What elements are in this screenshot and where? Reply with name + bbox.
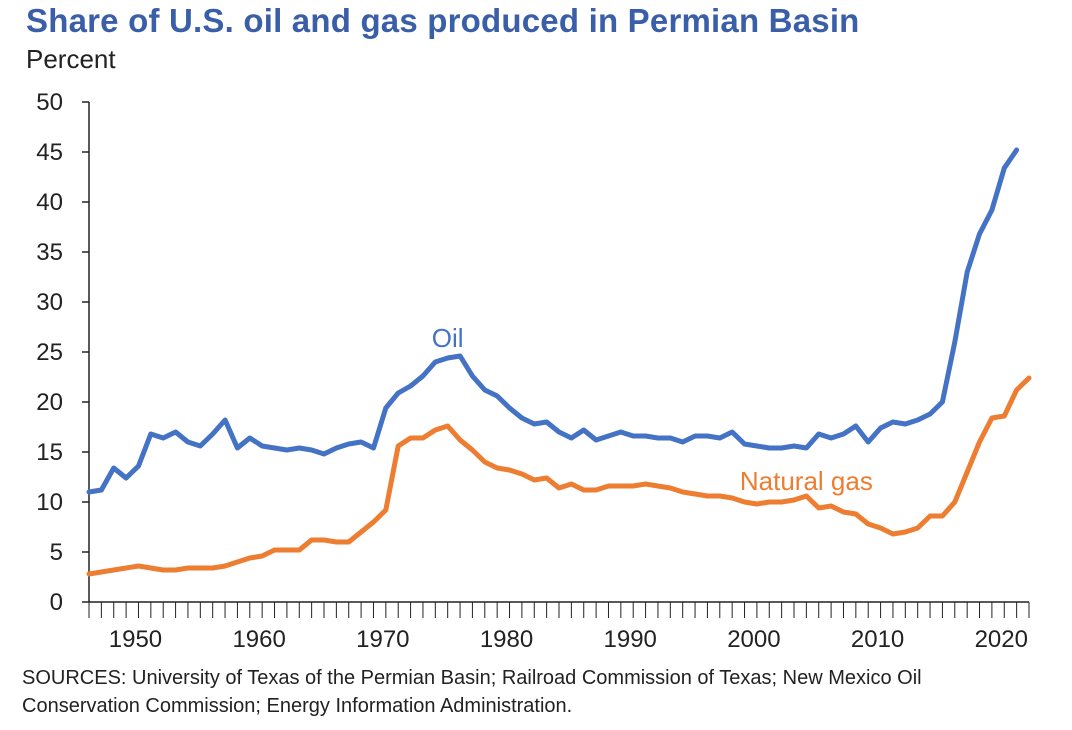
x-tick: 1980 xyxy=(480,626,533,653)
y-tick-label: 5 xyxy=(50,539,63,566)
y-tick-label: 15 xyxy=(36,439,63,466)
natural-gas-series-line xyxy=(86,375,1032,577)
y-tick: 20 xyxy=(36,389,89,416)
x-tick: 1950 xyxy=(109,626,162,653)
chart-annotations: Oil Natural gas xyxy=(432,323,873,496)
y-tick-label: 45 xyxy=(36,139,63,166)
chart-series xyxy=(86,147,1032,577)
y-tick-label: 40 xyxy=(36,189,63,216)
y-tick: 25 xyxy=(36,339,89,366)
x-tick-label: 1970 xyxy=(356,626,409,653)
x-tick-label: 1990 xyxy=(604,626,657,653)
x-tick: 2000 xyxy=(727,626,780,653)
y-tick-label: 30 xyxy=(36,289,63,316)
natural-gas-series-label: Natural gas xyxy=(740,466,873,496)
y-tick: 30 xyxy=(36,289,89,316)
y-tick-label: 25 xyxy=(36,339,63,366)
y-tick: 0 xyxy=(50,589,89,616)
chart-axes: 0 5 10 15 20 25 30 35 40 45 50 1950 1960 1970 1980 1990… xyxy=(36,89,1030,653)
x-tick: 1970 xyxy=(356,626,409,653)
y-tick-label: 0 xyxy=(50,589,63,616)
x-tick: 2020 xyxy=(975,626,1028,653)
x-tick-label: 1950 xyxy=(109,626,162,653)
x-tick: 2010 xyxy=(851,626,904,653)
chart-title: Share of U.S. oil and gas produced in Pe… xyxy=(26,2,860,39)
y-tick-label: 50 xyxy=(36,89,63,116)
x-tick-label: 2010 xyxy=(851,626,904,653)
y-axis-label: Percent xyxy=(26,44,116,74)
sources-note: SOURCES: University of Texas of the Perm… xyxy=(22,667,922,717)
y-tick: 10 xyxy=(36,489,89,516)
x-tick-label: 1960 xyxy=(232,626,285,653)
y-tick-label: 20 xyxy=(36,389,63,416)
x-tick: 1990 xyxy=(604,626,657,653)
oil-series-line xyxy=(86,147,1020,495)
y-tick: 15 xyxy=(36,439,89,466)
x-tick-label: 2020 xyxy=(975,626,1028,653)
x-tick-label: 2000 xyxy=(727,626,780,653)
x-tick-label: 1980 xyxy=(480,626,533,653)
x-tick: 1960 xyxy=(232,626,285,653)
oil-series-label: Oil xyxy=(432,323,464,353)
y-tick-label: 35 xyxy=(36,239,63,266)
y-tick: 45 xyxy=(36,139,89,166)
y-tick: 5 xyxy=(50,539,89,566)
y-tick-label: 10 xyxy=(36,489,63,516)
y-tick: 35 xyxy=(36,239,89,266)
y-tick: 40 xyxy=(36,189,89,216)
y-tick: 50 xyxy=(36,89,89,116)
